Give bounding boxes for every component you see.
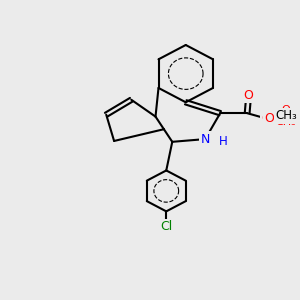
Text: Cl: Cl (160, 220, 172, 233)
Text: H: H (219, 135, 227, 148)
Text: N: N (200, 133, 210, 146)
Text: O: O (244, 89, 254, 102)
Text: O: O (265, 112, 275, 125)
Text: O
CH₃: O CH₃ (276, 105, 296, 127)
Text: CH₃: CH₃ (275, 110, 297, 122)
Text: O: O (262, 112, 272, 125)
